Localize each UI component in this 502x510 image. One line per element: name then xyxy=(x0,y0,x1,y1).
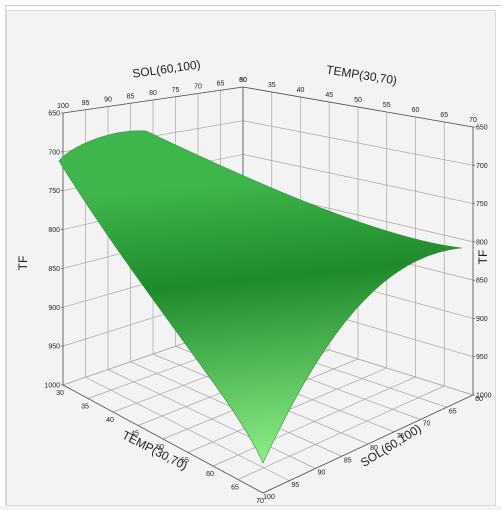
tick-label-temp-top: 70 xyxy=(469,117,477,124)
tick-label-temp-front: 70 xyxy=(256,498,264,505)
tick-label-tf-right: 650 xyxy=(476,125,488,132)
axis-title-temp-top: TEMP(30,70) xyxy=(325,63,398,88)
tick-label-sol-front: 85 xyxy=(344,457,352,464)
tick-label-temp-front: 35 xyxy=(81,404,89,411)
tick-label-sol-top: 95 xyxy=(82,100,90,107)
tick-label-tf-left: 750 xyxy=(48,188,60,195)
axis-title-sol-front: SOL(60,100) xyxy=(358,421,424,469)
axis-title-sol-top: SOL(60,100) xyxy=(131,57,201,80)
tick-label-tf-left: 1000 xyxy=(44,383,60,390)
tick-label-tf-right: 950 xyxy=(476,354,488,361)
tick-label-temp-front: 60 xyxy=(206,471,214,478)
tick-label-sol-front: 90 xyxy=(318,470,326,477)
tick-label-sol-top: 85 xyxy=(127,93,135,100)
grid-line-tf-horizontal xyxy=(242,154,474,204)
tick-label-sol-top: 80 xyxy=(149,90,157,97)
tick-label-sol-top: 60 xyxy=(239,77,247,84)
tick-label-tf-right: 850 xyxy=(476,278,488,285)
grid-line-tf-horizontal xyxy=(242,120,474,166)
tick-label-tf-left: 700 xyxy=(48,149,60,156)
tick-label-temp-top: 55 xyxy=(383,102,391,109)
floor-grid-sol xyxy=(107,369,316,469)
tick-label-sol-top: 65 xyxy=(217,80,225,87)
tick-label-sol-front: 70 xyxy=(423,421,431,428)
tick-label-temp-top: 40 xyxy=(297,87,305,94)
tick-label-sol-top: 100 xyxy=(57,103,69,110)
outer-box-edges xyxy=(62,113,474,494)
tick-label-tf-left: 950 xyxy=(48,344,60,351)
tick-label-tf-right: 800 xyxy=(476,239,488,246)
tick-label-sol-front: 60 xyxy=(475,396,483,403)
tick-label-temp-front: 45 xyxy=(131,431,139,438)
tick-label-temp-front: 40 xyxy=(106,417,114,424)
axis-title-tf-left: TF xyxy=(16,256,30,271)
tick-label-sol-front: 75 xyxy=(396,433,404,440)
tick-label-temp-top: 30 xyxy=(239,77,247,84)
tick-label-temp-front: 55 xyxy=(181,458,189,465)
tick-label-temp-top: 65 xyxy=(440,112,448,119)
tick-label-tf-right: 700 xyxy=(476,163,488,170)
floor-grid-sol xyxy=(85,376,290,482)
tick-label-sol-front: 80 xyxy=(370,445,378,452)
tick-label-temp-top: 60 xyxy=(412,107,420,114)
tick-label-sol-front: 65 xyxy=(449,408,457,415)
tick-label-temp-front: 50 xyxy=(156,444,164,451)
tick-label-temp-top: 35 xyxy=(268,82,276,89)
response-surface xyxy=(58,130,463,464)
surface-plot-panel: 650 700 750 800 850 900 950 1000 650 700 750 800 850… xyxy=(6,10,496,506)
tick-label-sol-front: 95 xyxy=(291,482,299,489)
tick-label-sol-top: 75 xyxy=(172,87,180,94)
tick-label-tf-left: 850 xyxy=(48,266,60,273)
tick-label-temp-front: 30 xyxy=(56,390,64,397)
tick-label-tf-right: 900 xyxy=(476,316,488,323)
bottom-strip xyxy=(0,506,502,510)
tick-labels: 650 700 750 800 850 900 950 1000 650 700 750 800 850… xyxy=(44,77,491,505)
tick-label-tf-left: 650 xyxy=(48,111,60,118)
tick-label-sol-front: 100 xyxy=(263,494,275,501)
tick-label-tf-left: 900 xyxy=(48,305,60,312)
tick-label-tf-right: 750 xyxy=(476,201,488,208)
tick-label-tf-right: 1000 xyxy=(476,393,492,400)
tick-label-sol-top: 70 xyxy=(194,84,202,91)
tick-label-temp-top: 45 xyxy=(325,92,333,99)
tick-label-temp-top: 50 xyxy=(354,97,362,104)
tick-label-temp-front: 65 xyxy=(231,485,239,492)
tick-label-sol-top: 90 xyxy=(104,97,112,104)
surface-plot: 650 700 750 800 850 900 950 1000 650 700 750 800 850… xyxy=(16,57,492,505)
tick-label-tf-left: 800 xyxy=(48,227,60,234)
axis-title-tf-right: TF xyxy=(476,250,490,265)
